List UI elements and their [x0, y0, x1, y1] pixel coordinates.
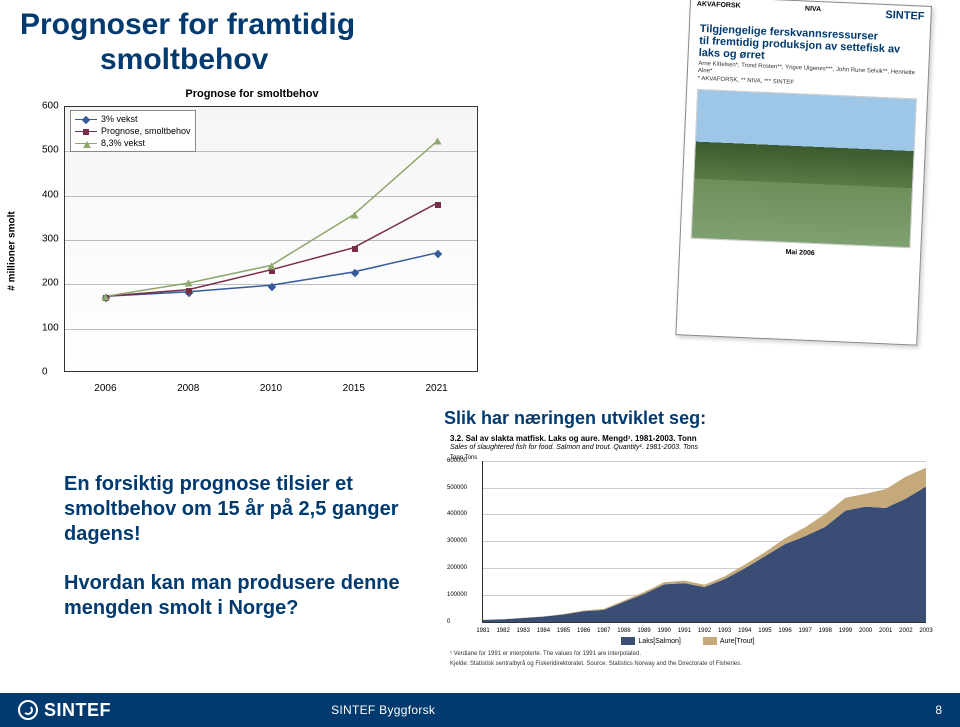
- body-p1: En forsiktig prognose tilsier et smoltbe…: [64, 472, 404, 547]
- sales-foot-1: ¹ Verdiane for 1991 er interpolerte. The…: [440, 647, 936, 658]
- chart-plot: # millioner smolt 3% vekstPrognose, smol…: [18, 106, 486, 396]
- xtick: 2006: [94, 383, 116, 394]
- legend-label: Prognose, smoltbehov: [101, 126, 191, 136]
- sales-chart: 3.2. Sal av slakta matfisk. Laks og aure…: [440, 435, 936, 673]
- ytick: 300: [42, 234, 59, 245]
- report-thumbnail: AKVAFORSK NIVA SINTEF Tilgjengelige fers…: [675, 0, 932, 346]
- report-image: [691, 89, 917, 248]
- chart-legend: 3% vekst Prognose, smoltbehov 8,3% vekst: [70, 110, 196, 152]
- footer-bar: SINTEF SINTEF Byggforsk 8: [0, 693, 960, 727]
- legend-salmon: Laks[Salmon]: [638, 638, 680, 645]
- footer-logo: SINTEF: [18, 700, 111, 721]
- footer-logo-text: SINTEF: [44, 700, 111, 721]
- sintef-ring-icon: [18, 700, 38, 720]
- legend-label: 3% vekst: [101, 114, 138, 124]
- ytick: 200: [42, 278, 59, 289]
- chart-y-label: # millioner smolt: [7, 211, 18, 290]
- body-text: En forsiktig prognose tilsier et smoltbe…: [64, 472, 404, 645]
- ytick: 100: [42, 322, 59, 333]
- footer-mid: SINTEF Byggforsk: [331, 703, 435, 717]
- title-line1: Prognoser for framtidig: [20, 8, 355, 41]
- prognose-chart: Prognose for smoltbehov # millioner smol…: [18, 88, 486, 400]
- title-line2: smoltbehov: [20, 43, 355, 78]
- slide-title: Prognoser for framtidig smoltbehov: [20, 8, 355, 77]
- report-logo-right: SINTEF: [885, 9, 925, 23]
- ytick: 500: [42, 145, 59, 156]
- footer-page: 8: [935, 703, 942, 717]
- chart-title: Prognose for smoltbehov: [18, 88, 486, 100]
- sales-foot-2: Kjelde: Statistisk sentralbyrå og Fisker…: [440, 657, 936, 668]
- body-p2: Hvordan kan man produsere denne mengden …: [64, 571, 404, 621]
- report-logo-mid: NIVA: [805, 5, 822, 18]
- legend-label: 8,3% vekst: [101, 138, 145, 148]
- caption-right: Slik har næringen utviklet seg:: [444, 408, 706, 429]
- ytick: 0: [42, 367, 48, 378]
- xtick: 2015: [343, 383, 365, 394]
- xtick: 2010: [260, 383, 282, 394]
- sales-title-no: 3.2. Sal av slakta matfisk. Laks og aure…: [440, 435, 936, 444]
- ytick: 400: [42, 189, 59, 200]
- sales-title-en: Sales of slaughtered fish for food. Salm…: [440, 444, 936, 455]
- legend-trout: Aure[Trout]: [720, 638, 755, 645]
- sales-legend: Laks[Salmon] Aure[Trout]: [440, 623, 936, 647]
- xtick: 2021: [425, 383, 447, 394]
- ytick: 600: [42, 101, 59, 112]
- report-logo-left: AKVAFORSK: [696, 1, 740, 15]
- xtick: 2008: [177, 383, 199, 394]
